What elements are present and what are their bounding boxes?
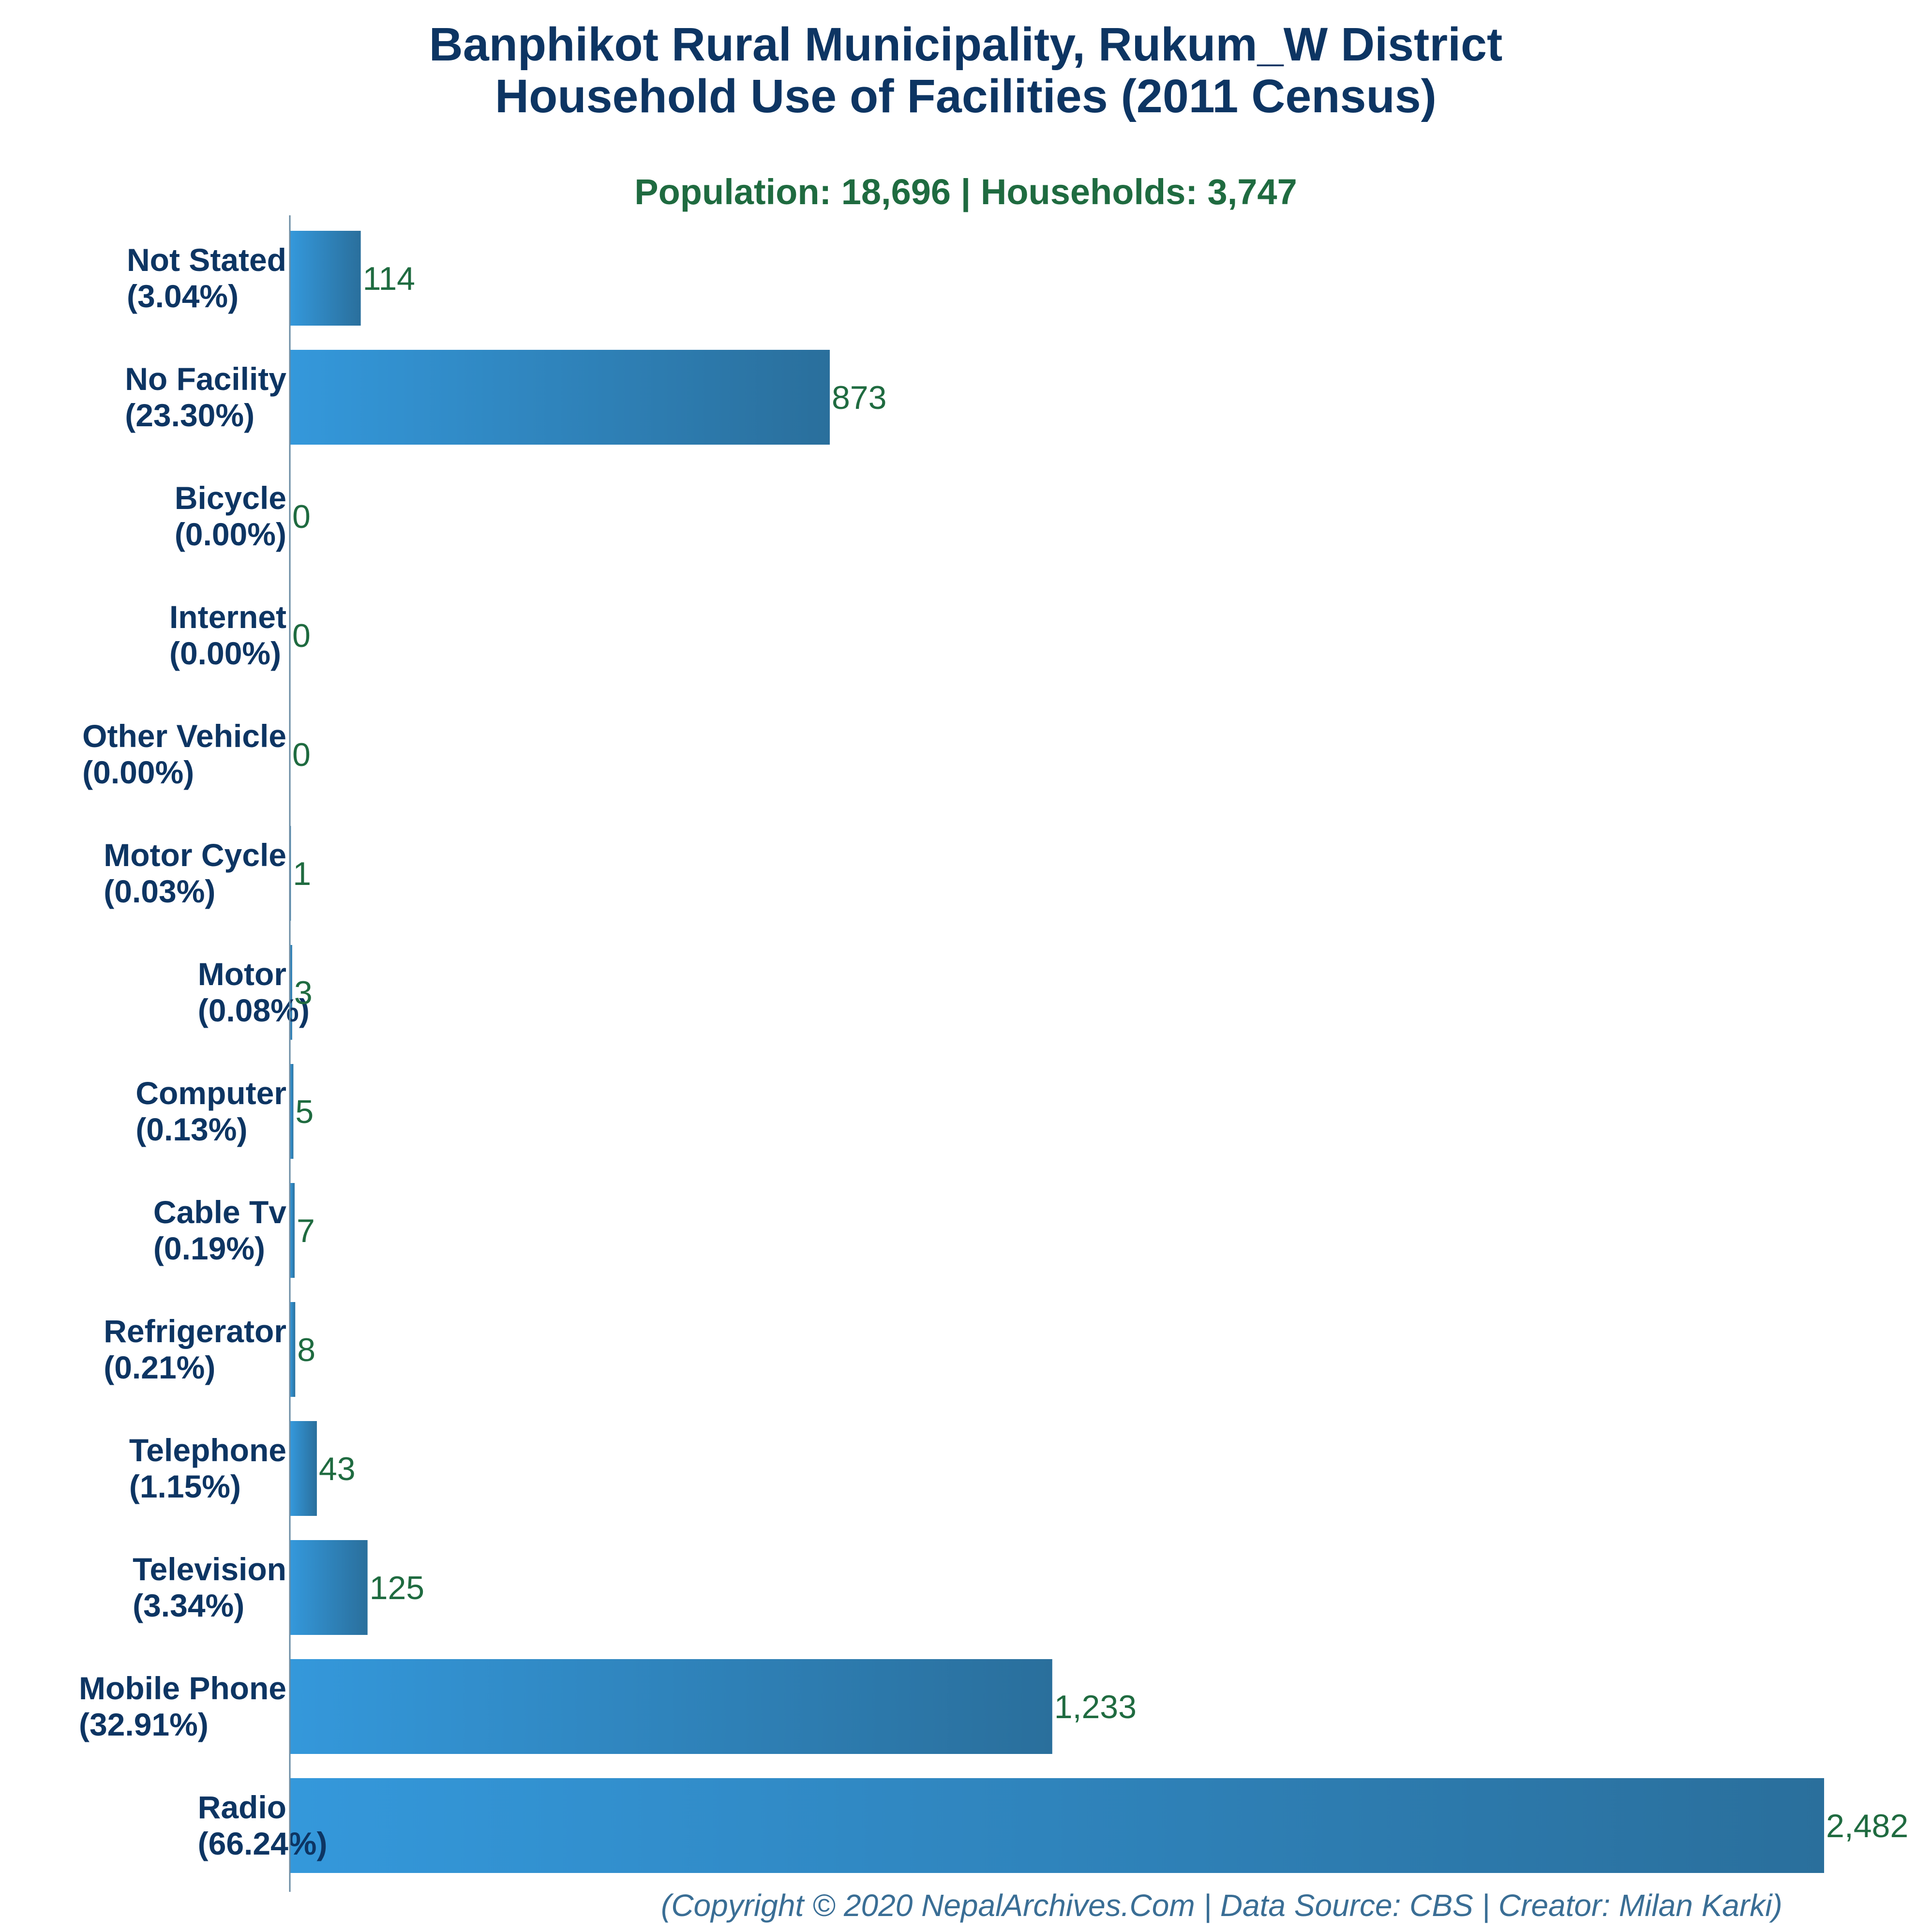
category-percent-internet: (0.00%) xyxy=(169,635,281,671)
bar-no-facility xyxy=(290,350,830,445)
bar-computer xyxy=(290,1064,294,1159)
value-label-refrigerator: 8 xyxy=(297,1332,315,1368)
category-percent-bicycle: (0.00%) xyxy=(175,516,286,552)
category-label-other-vehicle: Other Vehicle xyxy=(82,718,286,754)
category-percent-other-vehicle: (0.00%) xyxy=(82,754,194,790)
value-label-no-facility: 873 xyxy=(832,379,886,416)
category-percent-mobile-phone: (32.91%) xyxy=(79,1707,209,1742)
value-label-other-vehicle: 0 xyxy=(292,736,311,773)
bar-not-stated xyxy=(290,231,361,326)
bar-motor xyxy=(290,945,292,1040)
bar-mobile-phone xyxy=(290,1659,1052,1754)
bar-refrigerator xyxy=(290,1302,296,1397)
value-label-motor-cycle: 1 xyxy=(293,855,311,892)
category-label-motor: Motor xyxy=(198,956,286,992)
category-label-computer: Computer xyxy=(135,1075,286,1111)
category-label-motor-cycle: Motor Cycle xyxy=(104,837,286,873)
bar-cable-tv xyxy=(290,1183,295,1278)
category-percent-refrigerator: (0.21%) xyxy=(104,1349,215,1385)
value-label-computer: 5 xyxy=(295,1093,314,1130)
value-label-not-stated: 114 xyxy=(363,260,415,297)
bars-group: Not Stated(3.04%) 114 No Facility(23.30%) 8… xyxy=(79,231,1908,1873)
category-label-telephone: Telephone xyxy=(129,1432,286,1468)
value-label-bicycle: 0 xyxy=(292,498,311,535)
category-label-internet: Internet xyxy=(169,599,286,635)
value-label-radio: 2,482 xyxy=(1826,1808,1908,1844)
category-label-television: Television xyxy=(133,1551,286,1587)
category-percent-not-stated: (3.04%) xyxy=(127,278,239,314)
category-percent-telephone: (1.15%) xyxy=(129,1468,241,1504)
bar-radio xyxy=(290,1778,1824,1873)
category-percent-motor: (0.08%) xyxy=(198,992,310,1028)
category-percent-motor-cycle: (0.03%) xyxy=(104,873,215,909)
value-label-motor: 3 xyxy=(294,974,313,1011)
chart-footer: (Copyright © 2020 NepalArchives.Com | Da… xyxy=(661,1888,1782,1923)
chart-title-line2: Household Use of Facilities (2011 Census… xyxy=(495,70,1437,122)
value-label-television: 125 xyxy=(370,1570,424,1606)
value-label-telephone: 43 xyxy=(319,1451,356,1487)
bar-television xyxy=(290,1540,368,1635)
bar-telephone xyxy=(290,1421,317,1516)
category-label-refrigerator: Refrigerator xyxy=(104,1313,286,1349)
value-label-mobile-phone: 1,233 xyxy=(1054,1689,1137,1725)
category-label-bicycle: Bicycle xyxy=(175,480,286,516)
category-label-mobile-phone: Mobile Phone xyxy=(79,1670,286,1706)
bar-motor-cycle xyxy=(290,826,291,921)
value-label-cable-tv: 7 xyxy=(297,1213,315,1249)
chart-subtitle: Population: 18,696 | Households: 3,747 xyxy=(634,172,1297,212)
category-label-not-stated: Not Stated xyxy=(127,242,286,278)
category-label-no-facility: No Facility xyxy=(125,361,286,397)
chart-title: Banphikot Rural Municipality, Rukum_W Di… xyxy=(429,18,1503,71)
category-percent-cable-tv: (0.19%) xyxy=(153,1230,265,1266)
category-percent-computer: (0.13%) xyxy=(135,1111,247,1147)
value-label-internet: 0 xyxy=(292,617,311,654)
category-percent-television: (3.34%) xyxy=(133,1588,244,1623)
category-label-cable-tv: Cable Tv xyxy=(153,1194,286,1230)
category-label-radio: Radio xyxy=(198,1789,286,1825)
category-percent-radio: (66.24%) xyxy=(198,1826,328,1861)
category-percent-no-facility: (23.30%) xyxy=(125,397,255,433)
